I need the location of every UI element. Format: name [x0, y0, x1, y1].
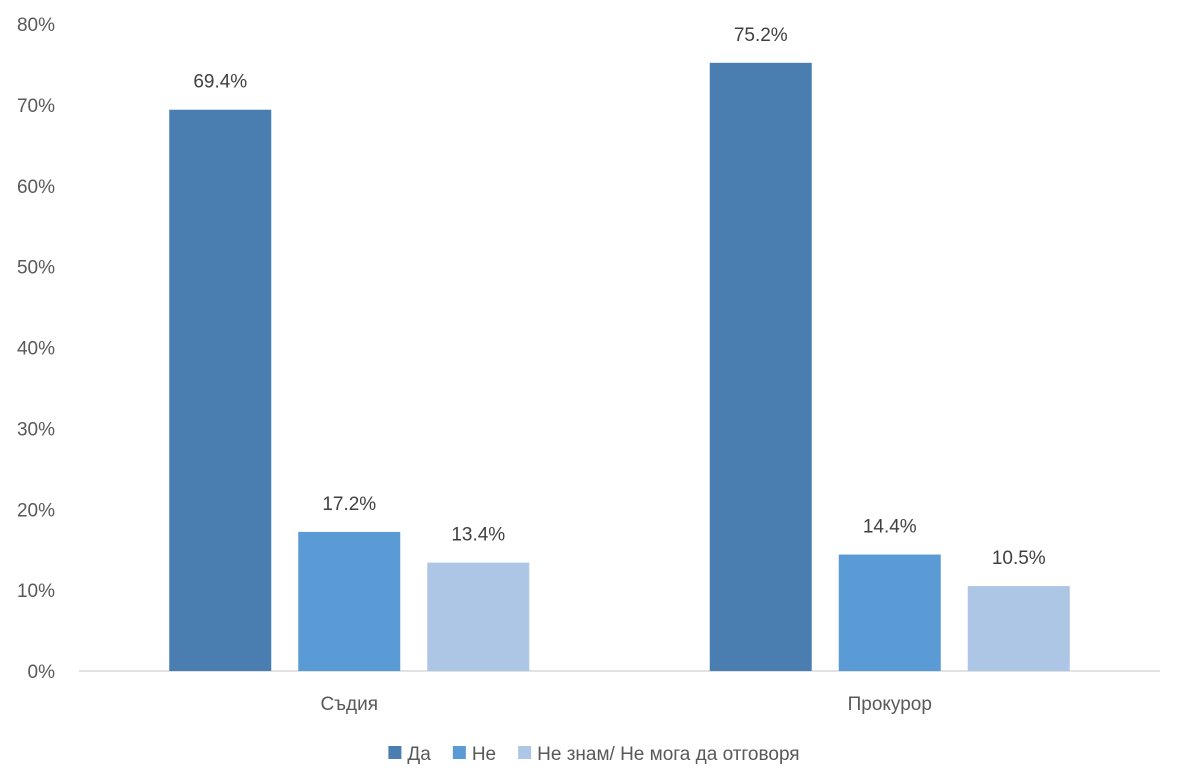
y-tick-label: 60% [17, 177, 55, 198]
data-label: 10.5% [992, 548, 1046, 569]
legend-item: Да [388, 744, 431, 765]
y-tick-label: 10% [17, 581, 55, 602]
legend-item: Не [452, 744, 496, 765]
data-label: 13.4% [451, 525, 505, 546]
legend-label: Не [472, 744, 496, 765]
legend-label: Да [407, 744, 431, 765]
bar-3-2 [967, 586, 1070, 671]
legend: Да Не Не знам/ Не мога да отговоря [388, 744, 800, 765]
data-label: 14.4% [863, 517, 917, 538]
legend-swatch [388, 746, 402, 759]
y-tick-label: 40% [17, 339, 55, 360]
y-axis: 0% 10% 20% 30% 40% 50% 60% 70% 80% [17, 15, 55, 683]
y-tick-label: 20% [17, 500, 55, 521]
bars [169, 62, 1070, 672]
bar-2-2 [838, 554, 941, 671]
y-tick-label: 80% [17, 15, 55, 36]
data-labels: 69.4% 17.2% 13.4% 75.2% 14.4% 10.5% [193, 25, 1045, 569]
category-label: Съдия [320, 694, 378, 715]
data-label: 69.4% [193, 72, 247, 93]
bar-3-1 [427, 562, 530, 671]
y-tick-label: 30% [17, 419, 55, 440]
data-label: 17.2% [322, 494, 376, 515]
y-tick-label: 70% [17, 96, 55, 117]
legend-item: Не знам/ Не мога да отговоря [518, 744, 800, 765]
x-axis: Съдия Прокурор [320, 694, 931, 715]
y-tick-label: 0% [28, 662, 56, 683]
bar-1-2 [709, 62, 812, 671]
y-tick-label: 50% [17, 258, 55, 279]
category-label: Прокурор [848, 694, 932, 715]
bar-1-1 [169, 109, 272, 672]
legend-swatch [452, 746, 466, 759]
legend-swatch [518, 746, 532, 759]
legend-label: Не знам/ Не мога да отговоря [537, 744, 799, 765]
data-label: 75.2% [734, 25, 788, 46]
bar-2-1 [298, 531, 401, 671]
